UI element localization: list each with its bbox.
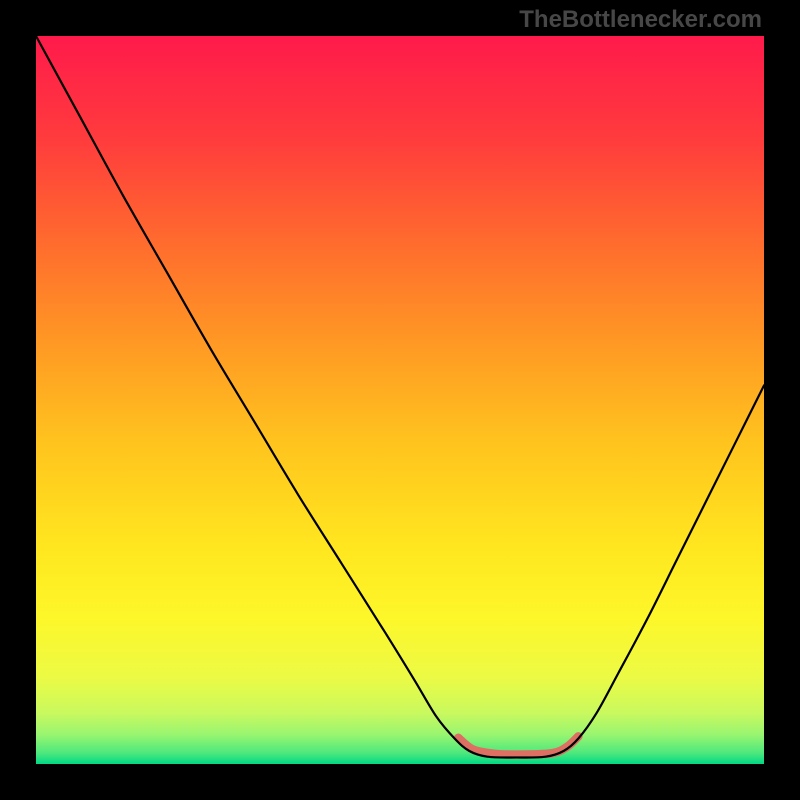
bottleneck-curve [36,36,764,758]
plot-area [36,36,764,764]
chart-container: TheBottlenecker.com [0,0,800,800]
watermark-label: TheBottlenecker.com [519,6,762,34]
chart-svg [36,36,764,764]
